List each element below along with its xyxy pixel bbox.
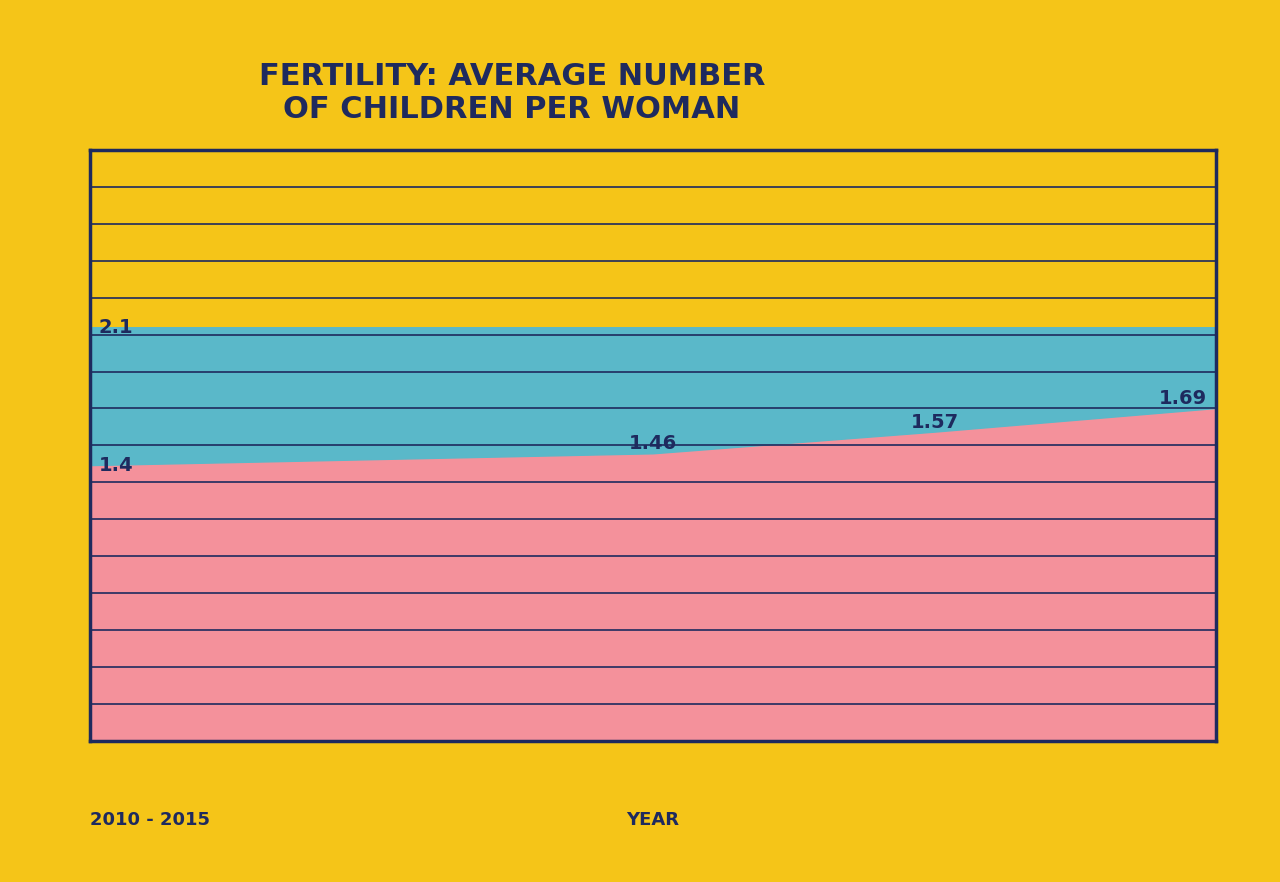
Text: YEAR: YEAR [626, 811, 680, 829]
Text: 1.46: 1.46 [628, 434, 677, 453]
Text: 2010 - 2015: 2010 - 2015 [90, 811, 210, 829]
Text: 1.57: 1.57 [910, 413, 959, 431]
Text: 2.1: 2.1 [99, 318, 133, 337]
Text: FERTILITY: AVERAGE NUMBER
OF CHILDREN PER WOMAN: FERTILITY: AVERAGE NUMBER OF CHILDREN PE… [259, 62, 765, 124]
Text: 1.4: 1.4 [99, 456, 133, 475]
Text: 1.69: 1.69 [1158, 389, 1207, 408]
